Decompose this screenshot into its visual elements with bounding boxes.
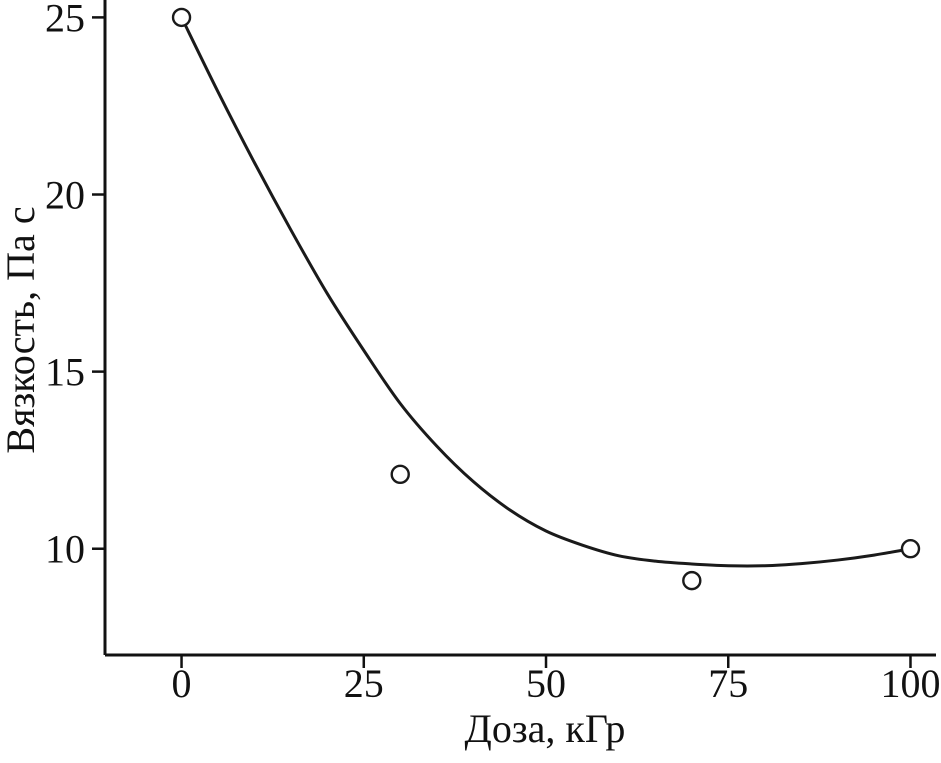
x-tick-label: 0 [172, 661, 192, 706]
data-point-marker [682, 570, 702, 591]
x-tick-label: 75 [708, 661, 748, 706]
y-tick-label: 10 [45, 527, 85, 572]
y-tick-label: 25 [45, 0, 85, 40]
data-point-marker [900, 539, 921, 559]
x-tick-label: 50 [526, 661, 566, 706]
fit-curve [180, 15, 912, 568]
data-point-marker [390, 464, 410, 485]
data-point-marker [171, 7, 192, 28]
axes-layer: 0 25 50 75 100 10 15 20 25 [45, 0, 940, 706]
x-tick-label: 25 [344, 661, 384, 706]
y-tick-label: 15 [45, 350, 85, 395]
y-axis-label: Вязкость, Па с [0, 206, 43, 453]
x-axis-label: Доза, кГр [465, 706, 626, 751]
x-tick-label: 100 [880, 661, 940, 706]
series-layer [171, 7, 921, 591]
labels-layer: Доза, кГр Вязкость, Па с [0, 206, 625, 751]
y-tick-label: 20 [45, 173, 85, 218]
